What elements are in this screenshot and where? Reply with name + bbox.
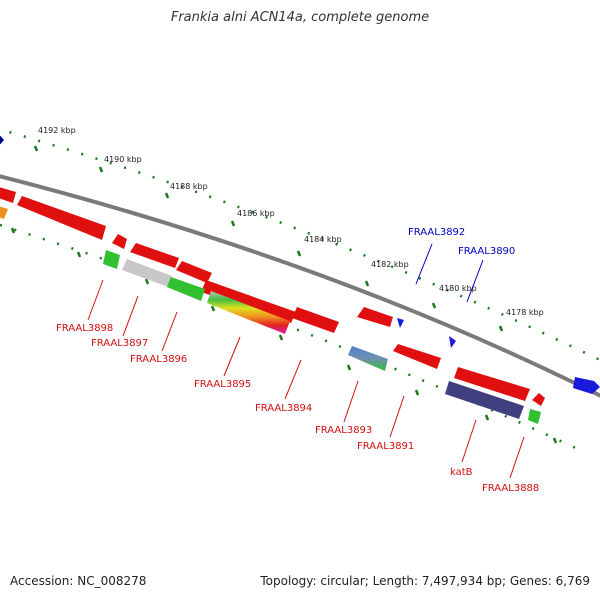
tick-4182 bbox=[364, 280, 370, 287]
genome-backbone bbox=[0, 174, 600, 398]
tick-4186 bbox=[230, 220, 236, 227]
reverse-gene bbox=[201, 280, 296, 323]
reverse-gene bbox=[357, 307, 393, 327]
forward-gene bbox=[449, 336, 456, 348]
reverse-gene-navy bbox=[445, 381, 524, 419]
map-title: Frankia alni ACN14a, complete genome bbox=[170, 10, 430, 25]
kbp-label: 4190 kbp bbox=[104, 155, 142, 164]
tick-4184 bbox=[296, 250, 302, 257]
gene-label: FRAAL3895 bbox=[194, 379, 251, 390]
tick-4192 bbox=[33, 145, 39, 152]
tick-4178 bbox=[498, 325, 504, 332]
gene-label: FRAAL3898 bbox=[56, 323, 113, 334]
kbp-labels: 4192 kbp 4190 kbp 4188 kbp 4186 kbp 4184… bbox=[38, 126, 544, 317]
gene-label: FRAAL3894 bbox=[255, 403, 312, 414]
gene-label: FRAAL3897 bbox=[91, 338, 148, 349]
reverse-gene-bluegreen bbox=[348, 346, 388, 371]
forward-gene bbox=[0, 135, 4, 145]
accession-text: Accession: NC_008278 bbox=[10, 574, 147, 588]
reverse-gene-green bbox=[103, 250, 120, 269]
kbp-label: 4192 kbp bbox=[38, 126, 76, 135]
kbp-label: 4188 kbp bbox=[170, 182, 208, 191]
forward-genes[interactable] bbox=[0, 130, 600, 394]
kbp-label: 4184 kbp bbox=[304, 235, 342, 244]
reverse-gene bbox=[393, 344, 441, 369]
tick-4188 bbox=[164, 192, 170, 199]
reverse-gene-green bbox=[167, 277, 205, 301]
reverse-gene bbox=[17, 196, 106, 240]
inner-ruler bbox=[0, 223, 581, 452]
reverse-gene bbox=[0, 187, 16, 203]
reverse-gene bbox=[532, 393, 545, 406]
reverse-labels: FRAAL3898 FRAAL3897 FRAAL3896 FRAAL3895 … bbox=[56, 323, 539, 494]
genome-summary-text: Topology: circular; Length: 7,497,934 bp… bbox=[260, 574, 590, 588]
tick-4190 bbox=[98, 166, 104, 173]
kbp-label: 4186 kbp bbox=[237, 209, 275, 218]
reverse-gene bbox=[176, 261, 212, 283]
tick-4180 bbox=[431, 302, 437, 309]
reverse-gene-rainbow bbox=[207, 291, 290, 334]
forward-gene bbox=[573, 377, 600, 394]
gene-label: FRAAL3890 bbox=[458, 246, 515, 257]
reverse-gene-grey bbox=[122, 259, 172, 287]
gene-label: FRAAL3891 bbox=[357, 441, 414, 452]
reverse-gene bbox=[292, 307, 339, 333]
kbp-label: 4180 kbp bbox=[439, 284, 477, 293]
forward-labels: FRAAL3892 FRAAL3890 bbox=[408, 227, 515, 257]
gene-label: FRAAL3893 bbox=[315, 425, 372, 436]
label-connectors bbox=[87, 243, 525, 479]
reverse-gene-green bbox=[528, 409, 541, 424]
gene-label: katB bbox=[450, 467, 473, 478]
reverse-gene bbox=[454, 367, 530, 401]
reverse-gene bbox=[0, 206, 8, 219]
kbp-label: 4182 kbp bbox=[371, 260, 409, 269]
reverse-gene bbox=[130, 243, 179, 268]
gene-label: FRAAL3888 bbox=[482, 483, 539, 494]
kbp-label: 4178 kbp bbox=[506, 308, 544, 317]
forward-gene bbox=[397, 318, 404, 328]
gene-label: FRAAL3892 bbox=[408, 227, 465, 238]
reverse-genes[interactable] bbox=[0, 186, 545, 424]
gene-label: FRAAL3896 bbox=[130, 354, 187, 365]
reverse-gene bbox=[112, 234, 127, 249]
outer-ruler bbox=[0, 128, 600, 362]
